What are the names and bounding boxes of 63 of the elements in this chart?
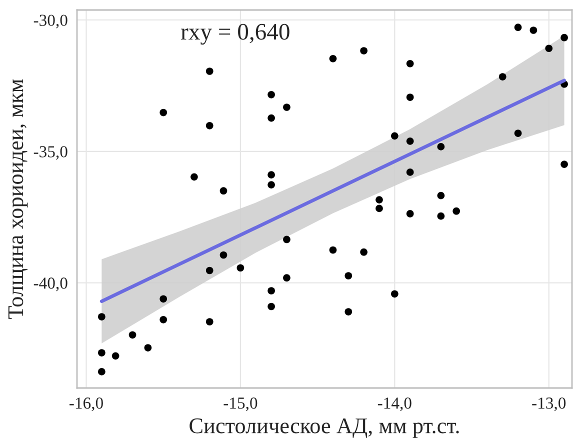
point: [437, 143, 445, 150]
point: [437, 192, 445, 200]
x-axis-title: Систолическое АД, мм рт.ст.: [190, 418, 459, 438]
x-tick-label: -15,0: [224, 398, 258, 412]
point: [344, 272, 352, 280]
point: [220, 251, 228, 259]
point: [206, 122, 214, 130]
point: [112, 352, 120, 360]
point: [268, 171, 275, 178]
point: [329, 246, 337, 254]
point: [128, 331, 136, 339]
point: [514, 130, 522, 137]
point: [283, 274, 290, 282]
point: [452, 207, 460, 215]
point: [406, 210, 414, 218]
point: [268, 181, 275, 188]
point: [283, 104, 290, 111]
point: [344, 308, 352, 316]
x-tick-label: -16,0: [70, 398, 103, 412]
point: [560, 160, 568, 168]
point: [268, 114, 275, 122]
point: [206, 68, 214, 75]
point: [437, 212, 445, 220]
point: [268, 90, 275, 98]
y-tick-label: -40,0: [34, 278, 68, 292]
point: [160, 295, 168, 303]
point: [98, 313, 106, 320]
point: [406, 137, 414, 145]
point: [406, 168, 414, 176]
point: [236, 264, 244, 272]
point: [376, 204, 383, 212]
point: [144, 344, 152, 352]
point: [360, 248, 368, 256]
point: [498, 73, 506, 80]
y-tick-label: -30,0: [34, 14, 68, 28]
line-series: [100, 78, 566, 303]
y-tick-label: -35,0: [34, 146, 68, 160]
point: [206, 318, 214, 326]
point: [545, 44, 553, 52]
point: [220, 187, 228, 195]
point: [190, 173, 198, 181]
point: [160, 316, 168, 324]
x-tick-label: -13,0: [532, 398, 566, 412]
point: [268, 302, 275, 310]
point: [514, 24, 522, 32]
point: [560, 34, 568, 42]
x-tick-label: -14,0: [378, 398, 412, 412]
point: [283, 236, 290, 244]
point: [376, 196, 383, 204]
point: [98, 368, 106, 376]
point: [390, 132, 398, 140]
point: [406, 60, 414, 68]
point: [206, 266, 214, 274]
point: [406, 94, 414, 101]
point: [98, 349, 106, 356]
point: [329, 54, 337, 62]
y-axis-title: Толщина хориоидеи, мкм: [8, 79, 28, 319]
point: [530, 26, 538, 34]
annotation: rxy = 0,640: [181, 24, 290, 45]
point: [268, 287, 275, 294]
point: [360, 47, 368, 54]
point: [390, 290, 398, 298]
point: [160, 108, 168, 116]
